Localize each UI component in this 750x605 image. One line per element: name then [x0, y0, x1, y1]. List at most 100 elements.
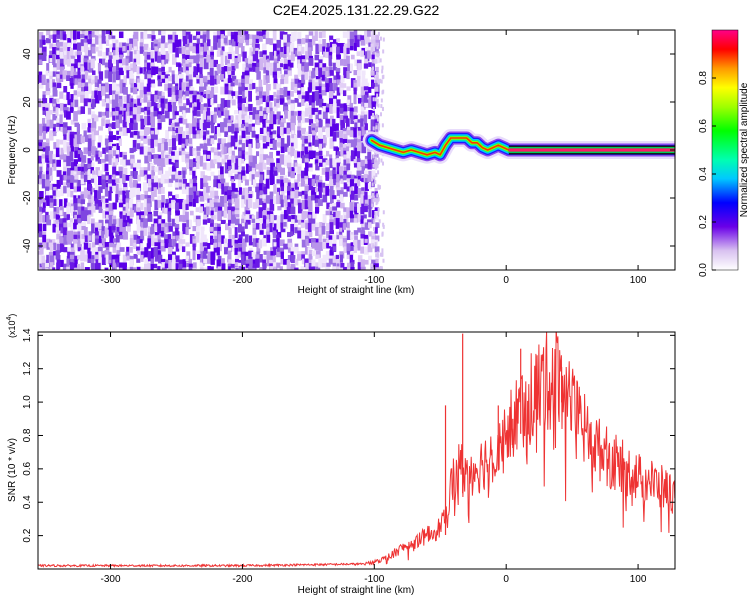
heatmap-cell — [283, 210, 289, 221]
heatmap-cell — [251, 130, 256, 138]
heatmap-cell — [189, 55, 195, 61]
y-tick-label: -20 — [22, 190, 33, 205]
heatmap-cell — [41, 51, 47, 62]
heatmap-cell — [255, 43, 260, 50]
heatmap-cell — [45, 262, 49, 268]
heatmap-cell — [174, 215, 180, 224]
heatmap-cell — [318, 86, 322, 94]
heatmap-cell — [81, 226, 86, 231]
heatmap-cell — [252, 179, 257, 188]
heatmap-cell — [269, 123, 274, 130]
heatmap-cell — [112, 47, 117, 53]
heatmap-cell — [196, 190, 201, 198]
heatmap-cell — [262, 34, 267, 39]
heatmap-cell — [49, 267, 54, 270]
heatmap-cell — [255, 86, 260, 94]
heatmap-cell — [196, 79, 201, 84]
heatmap-cell — [209, 266, 214, 270]
heatmap-cell — [74, 243, 79, 251]
heatmap-cell — [332, 162, 337, 170]
heatmap-cell — [48, 150, 54, 161]
heatmap-cell — [294, 166, 299, 173]
heatmap-cell — [311, 250, 316, 257]
heatmap-cell — [118, 47, 124, 53]
heatmap-cell — [286, 158, 292, 165]
heatmap-cell — [314, 31, 318, 41]
heatmap-cell — [59, 154, 65, 160]
heatmap-cell — [266, 135, 272, 145]
heatmap-cell — [76, 170, 82, 175]
heatmap-cell — [347, 143, 352, 148]
heatmap-cell — [108, 123, 114, 129]
heatmap-cell — [367, 39, 371, 46]
heatmap-cell — [220, 74, 224, 81]
heatmap-cell — [185, 107, 191, 113]
heatmap-cell — [125, 251, 130, 256]
heatmap-cell — [234, 123, 239, 132]
heatmap-cell — [119, 79, 124, 86]
heatmap-cell — [171, 135, 177, 140]
heatmap-cell — [322, 38, 326, 49]
heatmap-cell — [322, 106, 326, 117]
heatmap-cell — [367, 30, 372, 37]
heatmap-cell — [80, 135, 85, 144]
heatmap-cell — [256, 110, 261, 118]
heatmap-cell — [112, 259, 117, 270]
heatmap-cell — [143, 230, 147, 236]
heatmap-cell — [213, 114, 217, 123]
heatmap-cell — [213, 31, 218, 37]
heatmap-cell — [206, 162, 212, 171]
heatmap-cell — [245, 62, 250, 68]
heatmap-cell — [374, 211, 379, 221]
heatmap-cell — [339, 130, 344, 140]
heatmap-cell — [277, 267, 281, 270]
heatmap-cell — [360, 86, 366, 97]
heatmap-cell — [137, 98, 142, 106]
heatmap-cell — [192, 198, 196, 207]
heatmap-cell — [234, 58, 239, 69]
heatmap-cell — [248, 166, 252, 172]
heatmap-cell — [73, 63, 78, 69]
heatmap-cell — [143, 218, 148, 228]
heatmap-cell — [241, 158, 245, 164]
heatmap-cell — [167, 182, 173, 188]
heatmap-cell — [290, 122, 296, 134]
heatmap-cell — [179, 231, 184, 239]
heatmap-cell — [336, 266, 340, 270]
heatmap-cell — [70, 139, 74, 148]
heatmap-cell — [95, 46, 99, 52]
heatmap-cell — [308, 218, 313, 224]
heatmap-cell — [290, 191, 296, 201]
heatmap-cell — [147, 127, 152, 134]
heatmap-cell — [336, 158, 342, 167]
heatmap-cell — [380, 79, 383, 84]
heatmap-cell — [171, 95, 177, 105]
heatmap-cell — [304, 138, 309, 143]
heatmap-cell — [52, 114, 58, 121]
heatmap-cell — [227, 190, 232, 197]
heatmap-cell — [266, 158, 270, 165]
heatmap-cell — [77, 154, 82, 162]
heatmap-cell — [252, 111, 257, 120]
heatmap-cell — [371, 192, 374, 197]
heatmap-cell — [237, 102, 243, 109]
heatmap-cell — [188, 102, 194, 108]
heatmap-cell — [70, 94, 74, 101]
heatmap-cell — [182, 94, 187, 100]
heatmap-cell — [244, 58, 249, 63]
heatmap-cell — [77, 55, 81, 63]
heatmap-cell — [280, 146, 285, 154]
heatmap-cell — [315, 43, 320, 55]
heatmap-cell — [343, 215, 349, 223]
heatmap-cell — [158, 38, 163, 46]
heatmap-cell — [301, 66, 307, 77]
heatmap-cell — [312, 211, 317, 219]
heatmap-cell — [342, 31, 348, 38]
heatmap-cell — [346, 247, 351, 254]
heatmap-cell — [297, 90, 301, 95]
heatmap-cell — [146, 174, 152, 184]
heatmap-cell — [111, 58, 116, 64]
heatmap-cell — [379, 252, 382, 257]
heatmap-cell — [301, 46, 305, 54]
heatmap-cell — [357, 162, 361, 171]
